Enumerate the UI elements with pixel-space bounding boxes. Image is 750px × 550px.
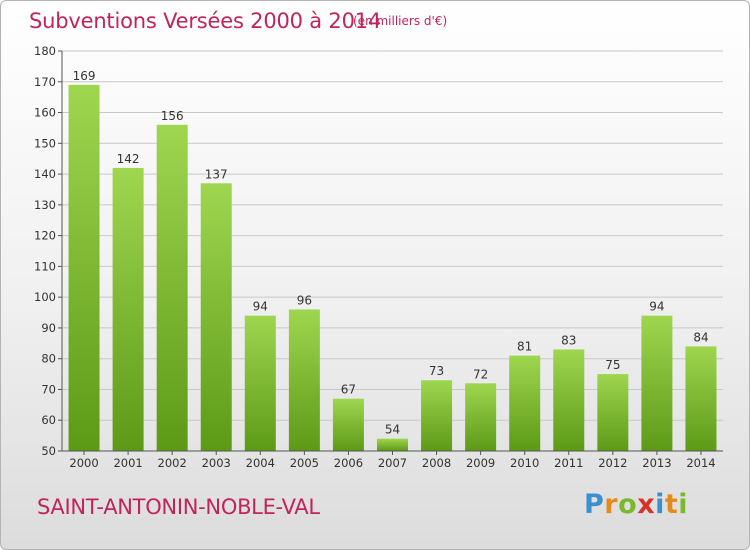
x-tick-label: 2002 xyxy=(158,456,187,470)
bar-2011 xyxy=(553,349,585,451)
bar-2006 xyxy=(332,398,364,451)
logo-letter: o xyxy=(618,489,638,520)
x-tick-label: 2009 xyxy=(466,456,495,470)
bar-2008 xyxy=(421,380,453,451)
y-tick-label: 170 xyxy=(34,75,56,89)
x-tick-label: 2004 xyxy=(246,456,275,470)
y-tick-label: 120 xyxy=(34,229,56,243)
data-label: 83 xyxy=(561,333,576,347)
bar-2007 xyxy=(377,438,408,451)
bar-2004 xyxy=(244,315,276,451)
y-tick-label: 110 xyxy=(34,259,56,273)
bar-chart: 169 142 156 137 94 96 67 54 73 72 81 83 75 94 84 50 60 7… xyxy=(34,44,723,470)
y-tick-label: 80 xyxy=(41,352,56,366)
y-tick-label: 160 xyxy=(34,106,56,120)
y-tick-label: 70 xyxy=(41,382,56,396)
x-tick-label: 2003 xyxy=(202,456,231,470)
y-tick-label: 60 xyxy=(41,413,56,427)
x-tick-label: 2008 xyxy=(422,456,451,470)
bars: 169 142 156 137 94 96 67 54 73 72 81 83 75 94 84 xyxy=(68,69,717,452)
x-tick-label: 2011 xyxy=(554,456,583,470)
commune-name: SAINT-ANTONIN-NOBLE-VAL xyxy=(37,495,320,519)
y-tick-label: 140 xyxy=(34,167,56,181)
bar-2005 xyxy=(288,309,320,451)
logo-letter: x xyxy=(637,489,656,520)
data-label: 142 xyxy=(117,152,140,166)
x-tick-label: 2007 xyxy=(378,456,407,470)
x-tick-label: 2014 xyxy=(686,456,715,470)
x-tick-label: 2010 xyxy=(510,456,539,470)
proxiti-logo: Proxiti xyxy=(584,489,688,520)
y-tick-label: 100 xyxy=(34,290,56,304)
logo-letter: t xyxy=(664,489,679,520)
x-tick-label: 2001 xyxy=(113,456,142,470)
x-tick-label: 2005 xyxy=(290,456,319,470)
bar-2012 xyxy=(597,374,629,451)
chart-title: Subventions Versées 2000 à 2014 xyxy=(29,9,382,33)
bar-2010 xyxy=(509,355,541,451)
data-label: 72 xyxy=(473,367,488,381)
y-tick-label: 50 xyxy=(41,444,56,458)
y-tick-label: 90 xyxy=(41,321,56,335)
data-label: 94 xyxy=(253,300,268,314)
bar-2000 xyxy=(68,84,100,451)
x-tick-label: 2000 xyxy=(69,456,98,470)
data-label: 94 xyxy=(649,300,664,314)
x-tick-label: 2006 xyxy=(334,456,363,470)
data-label: 67 xyxy=(341,383,356,397)
x-tick-label: 2013 xyxy=(642,456,671,470)
data-label: 54 xyxy=(385,423,400,437)
data-label: 81 xyxy=(517,340,532,354)
data-label: 137 xyxy=(205,167,228,181)
bar-2014 xyxy=(685,346,717,451)
y-tick-label: 150 xyxy=(34,136,56,150)
data-label: 169 xyxy=(73,69,96,83)
axes: 50 60 70 80 90 100 110 120 130 140 150 160 170 180 200… xyxy=(34,44,723,470)
chart-subtitle: (en milliers d'€) xyxy=(353,14,448,28)
y-tick-label: 130 xyxy=(34,198,56,212)
logo-letter: i xyxy=(678,489,689,520)
logo-letter: P xyxy=(584,489,605,520)
bar-2003 xyxy=(200,183,232,452)
data-label: 75 xyxy=(605,358,620,372)
logo-letter: i xyxy=(655,489,665,520)
bar-2001 xyxy=(112,167,144,451)
y-tick-label: 180 xyxy=(34,44,56,58)
data-label: 156 xyxy=(161,109,184,123)
bar-2013 xyxy=(641,315,673,451)
data-label: 96 xyxy=(297,293,312,307)
logo-letter: r xyxy=(604,489,619,520)
bar-2002 xyxy=(156,124,188,451)
x-tick-label: 2012 xyxy=(598,456,627,470)
data-label: 84 xyxy=(693,330,708,344)
data-label: 73 xyxy=(429,364,444,378)
bar-2009 xyxy=(465,383,497,451)
